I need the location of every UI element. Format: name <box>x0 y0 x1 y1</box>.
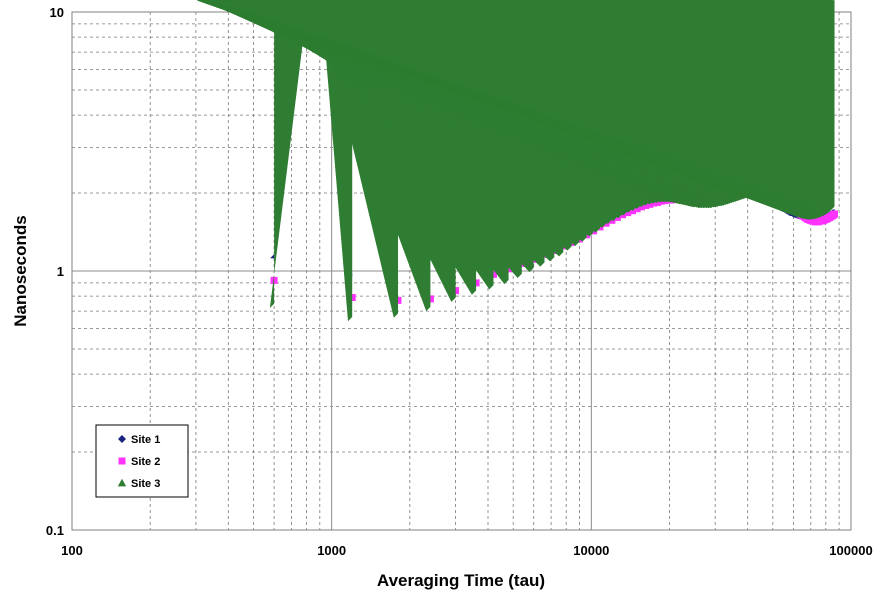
x-tick-label: 100 <box>61 543 83 558</box>
data-point <box>624 209 632 217</box>
data-point <box>608 216 616 224</box>
legend-label: Site 2 <box>131 456 160 468</box>
data-point <box>633 205 641 213</box>
x-tick-label: 100000 <box>829 543 872 558</box>
y-axis-ticks: 0.1 1 10 <box>46 5 64 538</box>
x-axis-ticks: 100 1000 10000 100000 <box>61 543 873 558</box>
legend-label: Site 1 <box>131 434 160 446</box>
data-series <box>197 0 838 322</box>
legend-item: Site 1 <box>118 434 160 446</box>
y-tick-label: 10 <box>50 5 64 20</box>
legend-marker <box>118 457 126 465</box>
legend-item: Site 3 <box>117 478 160 490</box>
data-point <box>831 210 838 218</box>
x-tick-label: 10000 <box>573 543 609 558</box>
data-point <box>629 207 636 215</box>
data-point <box>642 202 650 209</box>
x-tick-label: 1000 <box>317 543 346 558</box>
data-point <box>646 200 654 208</box>
y-tick-label: 1 <box>57 264 64 279</box>
legend-marker <box>117 478 127 487</box>
data-point <box>270 254 275 259</box>
series-3 <box>197 0 835 322</box>
legend-marker <box>118 435 126 443</box>
legend-label: Site 3 <box>131 478 160 490</box>
y-tick-label: 0.1 <box>46 523 64 538</box>
legend-box <box>95 424 189 498</box>
data-point <box>210 0 835 211</box>
legend-item: Site 2 <box>118 456 160 468</box>
y-axis-title: Nanoseconds <box>11 215 30 326</box>
data-point <box>269 0 309 309</box>
legend: Site 1 Site 2 Site 3 <box>95 424 189 498</box>
x-axis-title: Averaging Time (tau) <box>377 571 545 590</box>
